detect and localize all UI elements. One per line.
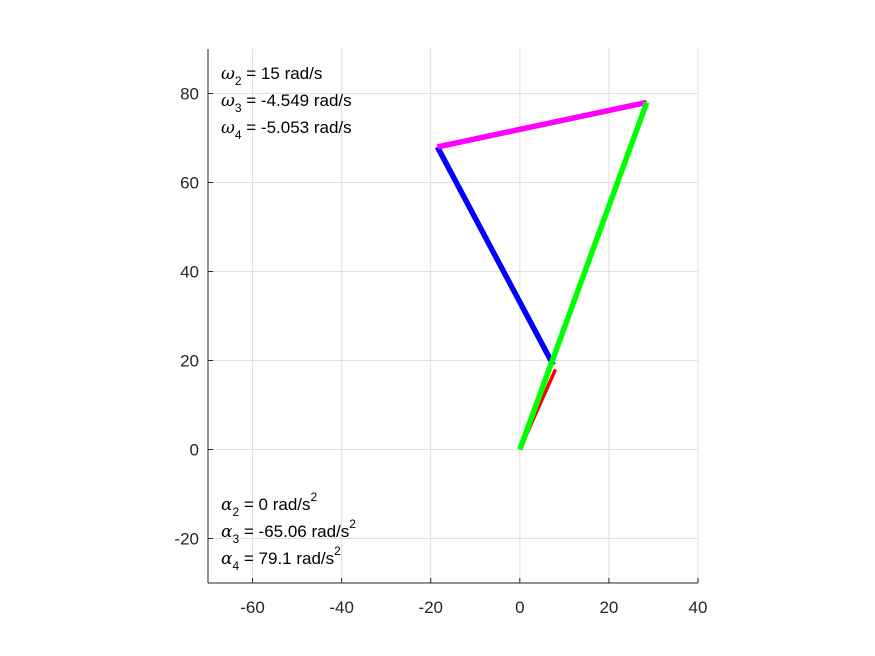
omega-4-annotation: ω4 = -5.053 rad/s: [221, 118, 352, 142]
velocity-annotations: ω2 = 15 rad/s ω3 = -4.549 rad/s ω4 = -5.…: [221, 64, 352, 142]
plot-area-background: [208, 49, 698, 583]
x-tick-label: 20: [599, 598, 618, 617]
alpha-4-annotation: α4 = 79.1 rad/s2: [221, 544, 341, 573]
omega-2-annotation: ω2 = 15 rad/s: [221, 64, 322, 88]
x-tick-label: -60: [240, 598, 265, 617]
rocker-link-line: [517, 101, 650, 451]
y-tick-label: -20: [174, 530, 199, 549]
omega-3-annotation: ω3 = -4.549 rad/s: [221, 91, 352, 115]
x-tick-label: -40: [329, 598, 354, 617]
alpha-3-annotation: α3 = -65.06 rad/s2: [221, 517, 356, 546]
x-tick-labels: -60 -40 -20 0 20 40: [240, 598, 707, 617]
alpha-2-annotation: α2 = 0 rad/s2: [221, 490, 318, 519]
y-tick-labels: -20 0 20 40 60 80: [174, 85, 199, 549]
acceleration-annotations: α2 = 0 rad/s2 α3 = -65.06 rad/s2 α4 = 79…: [221, 490, 356, 573]
y-tick-label: 80: [180, 85, 199, 104]
y-tick-label: 60: [180, 174, 199, 193]
y-tick-label: 40: [180, 263, 199, 282]
x-tick-label: 0: [515, 598, 524, 617]
y-tick-label: 20: [180, 352, 199, 371]
x-tick-label: 40: [689, 598, 708, 617]
top-link-line: [436, 99, 648, 150]
coupler-link-line: [434, 145, 556, 367]
axes: [207, 49, 699, 584]
y-tick-label: 0: [190, 441, 199, 460]
linkage-bars: [434, 99, 650, 451]
x-tick-label: -20: [418, 598, 443, 617]
